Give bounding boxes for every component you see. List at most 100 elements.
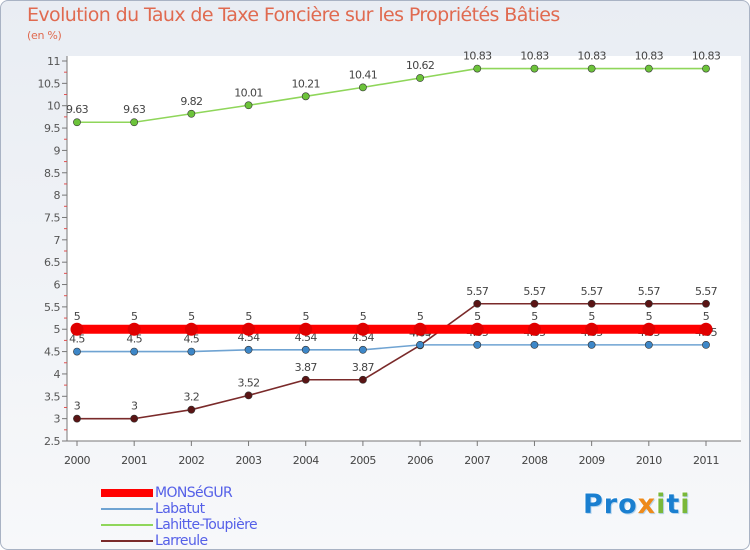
data-point bbox=[530, 64, 539, 73]
legend-swatch bbox=[101, 489, 153, 497]
legend-swatch bbox=[101, 540, 153, 542]
y-tick-label: 8 bbox=[54, 189, 61, 202]
y-tick-label: 7.5 bbox=[44, 211, 60, 224]
x-tick-label: 2002 bbox=[178, 454, 204, 467]
data-label: 3 bbox=[74, 400, 81, 413]
data-point bbox=[73, 347, 81, 356]
y-tick-label: 5 bbox=[54, 323, 61, 336]
data-point bbox=[702, 340, 710, 349]
plot-area bbox=[67, 56, 741, 441]
data-label: 5 bbox=[531, 310, 538, 323]
y-tick-label: 3 bbox=[54, 413, 61, 426]
x-tick-label: 2011 bbox=[693, 454, 719, 467]
y-tick-label: 3.5 bbox=[44, 390, 60, 403]
data-label: 5 bbox=[74, 310, 81, 323]
series-line bbox=[76, 302, 707, 420]
data-label: 5 bbox=[646, 310, 653, 323]
data-point bbox=[587, 64, 596, 73]
x-tick-label: 2006 bbox=[407, 454, 433, 467]
y-tick-label: 9 bbox=[54, 144, 61, 157]
data-point bbox=[244, 101, 253, 110]
data-point bbox=[184, 322, 198, 336]
x-tick-label: 2007 bbox=[464, 454, 490, 467]
x-tick-label: 2004 bbox=[293, 454, 319, 467]
data-point bbox=[699, 322, 713, 336]
legend-label: MONSéGUR bbox=[155, 485, 233, 501]
data-point bbox=[587, 340, 596, 349]
brand-part: t bbox=[666, 489, 681, 520]
data-point bbox=[473, 299, 482, 308]
data-point bbox=[70, 322, 84, 336]
data-label: 4.5 bbox=[126, 333, 142, 346]
data-point bbox=[187, 109, 196, 118]
data-label: 5 bbox=[131, 310, 138, 323]
y-tick-label: 6 bbox=[54, 279, 61, 292]
data-point bbox=[413, 322, 427, 336]
data-label: 10.01 bbox=[234, 86, 263, 99]
data-point bbox=[473, 340, 482, 349]
y-tick-label: 6.5 bbox=[44, 256, 60, 269]
y-tick-label: 10.5 bbox=[38, 77, 61, 90]
y-tick-label: 9.5 bbox=[44, 122, 60, 135]
data-point bbox=[527, 322, 541, 336]
data-label: 5 bbox=[188, 310, 195, 323]
series-line bbox=[76, 344, 707, 353]
data-point bbox=[642, 322, 656, 336]
data-label: 5 bbox=[474, 310, 481, 323]
y-tick-label: 5.5 bbox=[44, 301, 60, 314]
data-point bbox=[470, 322, 484, 336]
data-label: 10.41 bbox=[349, 68, 378, 81]
data-label: 10.83 bbox=[692, 50, 721, 63]
data-label: 5.57 bbox=[638, 285, 661, 298]
data-point bbox=[73, 118, 81, 127]
data-label: 9.82 bbox=[180, 95, 202, 108]
data-point bbox=[73, 414, 81, 423]
x-tick-label: 2000 bbox=[64, 454, 90, 467]
data-point bbox=[359, 375, 367, 384]
brand-part: i bbox=[680, 489, 691, 520]
data-label: 10.21 bbox=[291, 77, 320, 90]
data-label: 10.83 bbox=[577, 50, 606, 63]
data-point bbox=[416, 340, 424, 349]
legend-swatch bbox=[101, 508, 153, 510]
data-label: 5.57 bbox=[523, 285, 546, 298]
data-point bbox=[130, 414, 139, 423]
y-tick-label: 11 bbox=[47, 55, 60, 68]
data-point bbox=[644, 64, 653, 73]
data-point bbox=[416, 74, 424, 82]
data-point bbox=[244, 345, 253, 354]
legend-label: Larreule bbox=[155, 533, 208, 549]
data-label: 5 bbox=[303, 310, 310, 323]
data-label: 5.57 bbox=[466, 285, 489, 298]
y-tick-label: 7 bbox=[54, 234, 61, 247]
data-point bbox=[187, 405, 196, 414]
data-point bbox=[473, 64, 482, 73]
data-label: 3.52 bbox=[237, 376, 259, 389]
legend-label: Lahitte-Toupière bbox=[155, 517, 258, 533]
data-label: 4.5 bbox=[69, 333, 85, 346]
y-tick-label: 4 bbox=[54, 368, 61, 381]
data-label: 5 bbox=[245, 310, 252, 323]
data-label: 3.87 bbox=[295, 361, 318, 374]
x-tick-label: 2008 bbox=[521, 454, 547, 467]
data-point bbox=[587, 299, 596, 308]
data-label: 10.83 bbox=[635, 50, 664, 63]
data-label: 10.83 bbox=[520, 50, 549, 63]
data-label: 3.87 bbox=[352, 361, 375, 374]
x-tick-label: 2005 bbox=[350, 454, 376, 467]
chart-unit-label: (en %) bbox=[27, 29, 62, 42]
data-point bbox=[130, 118, 139, 127]
data-point bbox=[301, 375, 310, 384]
y-tick-label: 2.5 bbox=[44, 435, 60, 448]
data-point bbox=[359, 83, 367, 92]
data-point bbox=[130, 347, 139, 356]
data-label: 5 bbox=[360, 310, 367, 323]
data-label: 9.63 bbox=[123, 103, 146, 116]
data-label: 5 bbox=[417, 310, 424, 323]
data-point bbox=[299, 322, 313, 336]
data-point bbox=[244, 391, 253, 400]
data-point bbox=[356, 322, 370, 336]
data-label: 4.54 bbox=[295, 331, 318, 344]
